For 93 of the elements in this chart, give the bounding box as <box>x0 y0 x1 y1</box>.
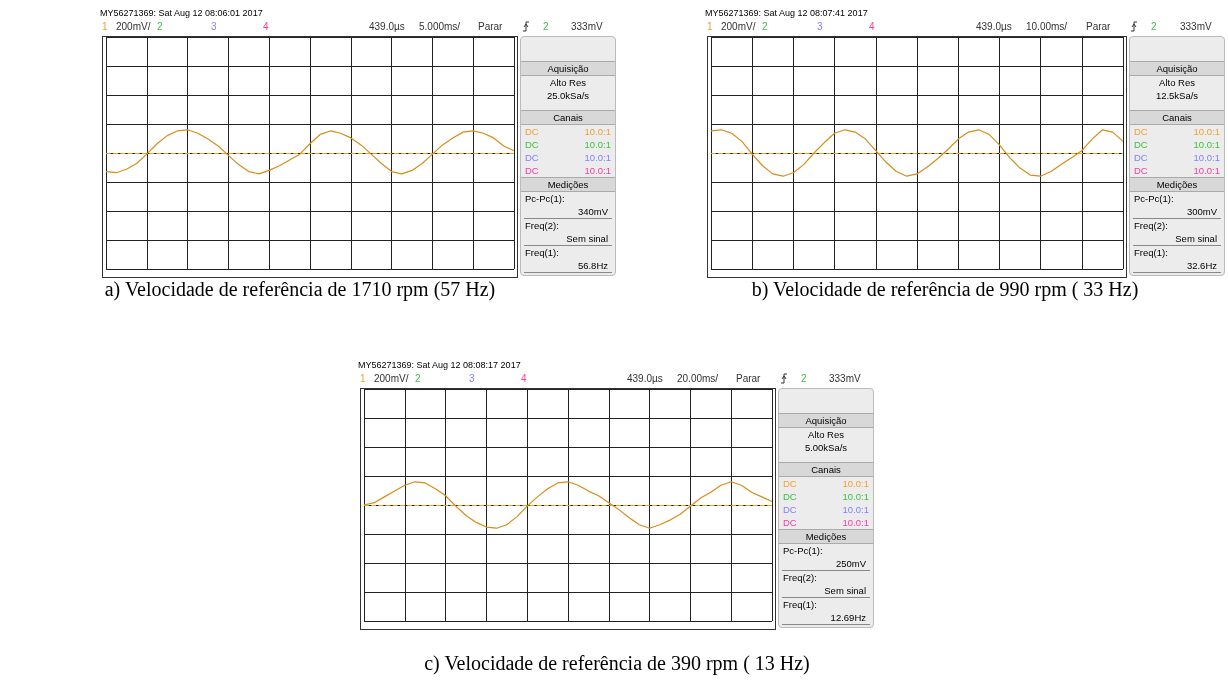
text: 10.0:1 <box>1193 151 1220 164</box>
text: 3 <box>469 372 475 385</box>
text: Freq(2): <box>782 571 818 584</box>
text: Aquisição <box>779 413 873 428</box>
text: 10.0:1 <box>842 490 869 503</box>
text: 200mV/ <box>116 20 151 33</box>
text: 25.0kSa/s <box>545 89 591 102</box>
text: Freq(2): <box>1133 219 1169 232</box>
text: DC <box>783 503 797 516</box>
text: 10.0:1 <box>1193 125 1220 138</box>
text: 1 <box>707 20 713 33</box>
text: 200mV/ <box>721 20 756 33</box>
text: 10.0:1 <box>842 503 869 516</box>
text: 200mV/ <box>374 372 409 385</box>
text: 333mV <box>829 372 861 385</box>
text: 20.00ms/ <box>677 372 719 385</box>
text: 2 <box>762 20 768 33</box>
text: DC <box>525 125 539 138</box>
text: DC <box>783 477 797 490</box>
text: 2 <box>415 372 421 385</box>
text: Canais <box>521 110 615 125</box>
text: 1 <box>360 372 366 385</box>
text: 10.0:1 <box>1193 138 1220 151</box>
text: Medições <box>779 529 873 544</box>
text: 12.69Hz <box>782 611 870 625</box>
text: 2 <box>543 20 549 33</box>
text: Sem sinal <box>524 232 612 246</box>
text: DC <box>1134 138 1148 151</box>
text: 300mV <box>1133 205 1221 219</box>
text: Parar <box>478 20 503 33</box>
text: DC <box>1134 151 1148 164</box>
text: Pc-Pc(1): <box>524 192 566 205</box>
text: Sem sinal <box>782 584 870 598</box>
text: 10.0:1 <box>1193 164 1220 177</box>
text: Freq(2): <box>524 219 560 232</box>
text: 10.0:1 <box>842 516 869 529</box>
text: 439.0µs <box>369 20 405 33</box>
text: Parar <box>1086 20 1111 33</box>
text: Alto Res <box>807 428 845 441</box>
text: Medições <box>521 177 615 192</box>
text: DC <box>1134 164 1148 177</box>
text: Freq(1): <box>782 598 818 611</box>
text: 10.0:1 <box>584 125 611 138</box>
text: Freq(1): <box>524 246 560 259</box>
text: 333mV <box>1180 20 1212 33</box>
text: MY56271369: Sat Aug 12 08:07:41 2017 <box>705 8 868 19</box>
text: DC <box>525 151 539 164</box>
text: MY56271369: Sat Aug 12 08:06:01 2017 <box>100 8 263 19</box>
text: Pc-Pc(1): <box>782 544 824 557</box>
text: 12.5kSa/s <box>1154 89 1200 102</box>
text: 10.00ms/ <box>1026 20 1068 33</box>
text: 2 <box>801 372 807 385</box>
text: Aquisição <box>521 61 615 76</box>
text: c) Velocidade de referência de 390 rpm ( 13 Hz) <box>423 652 811 674</box>
text: 10.0:1 <box>584 164 611 177</box>
text: 439.0µs <box>627 372 663 385</box>
text: Canais <box>1130 110 1224 125</box>
text: Alto Res <box>549 76 587 89</box>
text: 4 <box>521 372 527 385</box>
text: DC <box>783 516 797 529</box>
text: 3 <box>211 20 217 33</box>
text: DC <box>525 138 539 151</box>
text: 10.0:1 <box>584 138 611 151</box>
text: 439.0µs <box>976 20 1012 33</box>
text: Pc-Pc(1): <box>1133 192 1175 205</box>
text: 4 <box>263 20 269 33</box>
text: a) Velocidade de referência de 1710 rpm (57 Hz) <box>103 278 497 300</box>
text: Freq(1): <box>1133 246 1169 259</box>
text: 5.000ms/ <box>419 20 461 33</box>
text: DC <box>525 164 539 177</box>
text: 56.8Hz <box>524 259 612 273</box>
text: DC <box>783 490 797 503</box>
text: 250mV <box>782 557 870 571</box>
text: Canais <box>779 462 873 477</box>
text: b) Velocidade de referência de 990 rpm ( 33 Hz) <box>750 278 1140 300</box>
text: Aquisição <box>1130 61 1224 76</box>
text: 5.00kSa/s <box>803 441 849 454</box>
text: 32.6Hz <box>1133 259 1221 273</box>
text: Medições <box>1130 177 1224 192</box>
text: 10.0:1 <box>584 151 611 164</box>
text: 340mV <box>524 205 612 219</box>
text: Sem sinal <box>1133 232 1221 246</box>
text: 10.0:1 <box>842 477 869 490</box>
text: 4 <box>869 20 875 33</box>
text: 3 <box>817 20 823 33</box>
text: Parar <box>736 372 761 385</box>
text: DC <box>1134 125 1148 138</box>
text: 1 <box>102 20 108 33</box>
text: 2 <box>157 20 163 33</box>
text: MY56271369: Sat Aug 12 08:08:17 2017 <box>358 360 521 371</box>
text: 2 <box>1151 20 1157 33</box>
text: 333mV <box>571 20 603 33</box>
text: Alto Res <box>1158 76 1196 89</box>
